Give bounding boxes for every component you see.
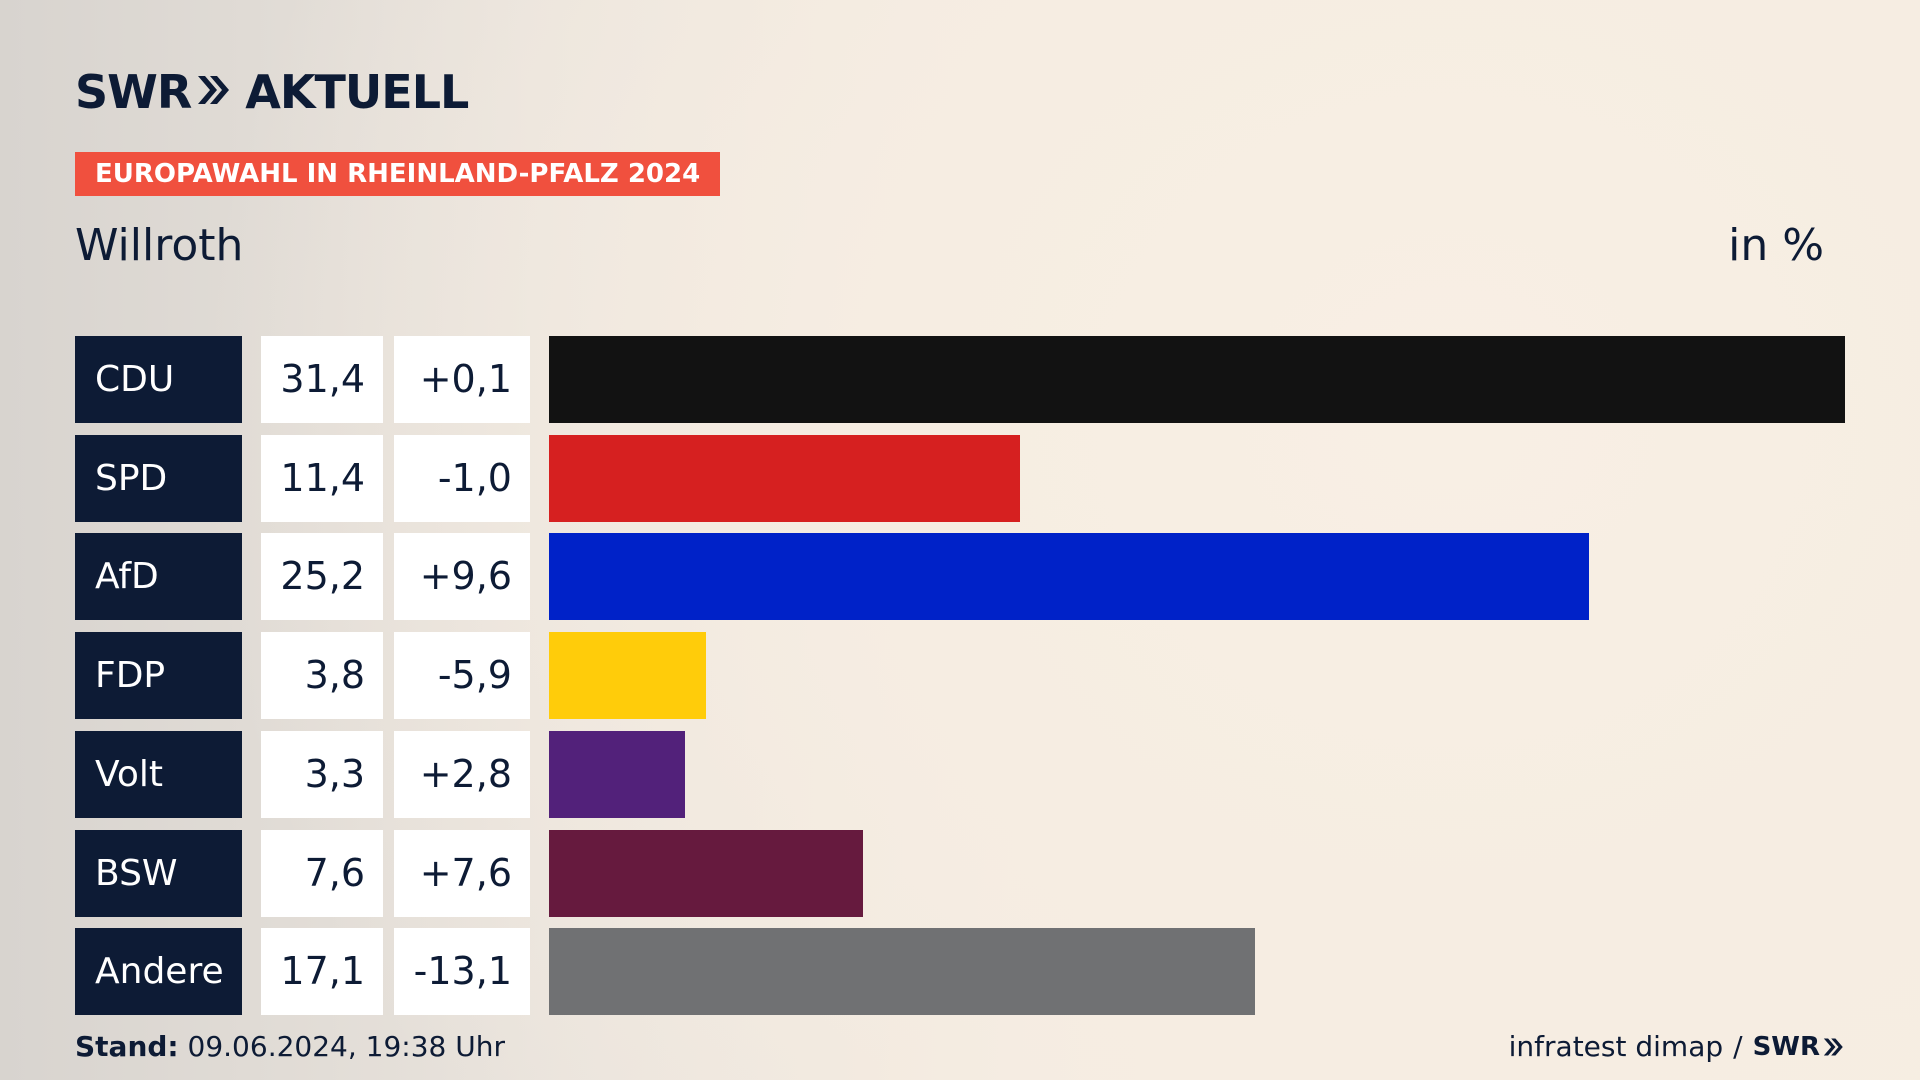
source-brand-text: SWR xyxy=(1752,1031,1820,1062)
source-brand: SWR xyxy=(1753,1032,1844,1062)
result-bar xyxy=(549,730,686,818)
small-double-chevron-icon xyxy=(1823,1037,1843,1056)
party-label: Andere xyxy=(75,928,242,1016)
result-row: CDU 31,4 +0,1 xyxy=(75,336,1845,423)
result-bar xyxy=(549,434,1020,522)
timestamp: Stand: 09.06.2024, 19:38 Uhr xyxy=(75,1030,505,1063)
result-bar xyxy=(549,928,1255,1016)
vote-change-value: -13,1 xyxy=(394,928,530,1016)
result-bar xyxy=(549,336,1845,423)
result-row: AfD 25,2 +9,6 xyxy=(75,533,1845,621)
result-row: Andere 17,1 -13,1 xyxy=(75,928,1845,1016)
result-bar xyxy=(549,533,1590,621)
vote-share-value: 31,4 xyxy=(261,336,383,423)
vote-change-value: -5,9 xyxy=(394,632,530,720)
source-separator: / xyxy=(1733,1030,1743,1063)
results-chart: CDU 31,4 +0,1 SPD 11,4 -1,0 AfD 25,2 +9,6 FDP 3,8-… xyxy=(75,336,1845,1016)
result-row: BSW 7,6 +7,6 xyxy=(75,829,1845,917)
logo-aktuell-text: AKTUELL xyxy=(245,65,469,119)
party-label: Volt xyxy=(75,730,242,818)
result-bar xyxy=(549,829,863,917)
unit-label: in % xyxy=(1728,220,1824,271)
result-bar xyxy=(549,632,706,720)
logo-swr-text: SWR xyxy=(75,65,192,119)
place-title: Willroth xyxy=(75,220,244,271)
result-row: Volt 3,3 +2,8 xyxy=(75,730,1845,818)
source-name: infratest dimap xyxy=(1508,1030,1724,1063)
vote-share-value: 11,4 xyxy=(261,434,383,522)
party-label: SPD xyxy=(75,434,242,522)
swr-aktuell-logo: SWR AKTUELL xyxy=(75,64,469,120)
vote-change-value: +0,1 xyxy=(394,336,530,423)
double-chevron-icon xyxy=(195,65,231,119)
vote-share-value: 17,1 xyxy=(261,928,383,1016)
result-row: SPD 11,4 -1,0 xyxy=(75,434,1845,522)
vote-change-value: +7,6 xyxy=(394,829,530,917)
party-label: AfD xyxy=(75,533,242,621)
stand-label: Stand: xyxy=(75,1030,179,1063)
vote-share-value: 25,2 xyxy=(261,533,383,621)
election-tag: EUROPAWAHL IN RHEINLAND-PFALZ 2024 xyxy=(75,152,721,196)
vote-change-value: -1,0 xyxy=(394,434,530,522)
vote-change-value: +9,6 xyxy=(394,533,530,621)
party-label: CDU xyxy=(75,336,242,423)
vote-share-value: 3,3 xyxy=(261,730,383,818)
party-label: BSW xyxy=(75,829,242,917)
result-row: FDP 3,8 -5,9 xyxy=(75,632,1845,720)
vote-share-value: 7,6 xyxy=(261,829,383,917)
stand-value: 09.06.2024, 19:38 Uhr xyxy=(187,1030,505,1063)
vote-share-value: 3,8 xyxy=(261,632,383,720)
source-credit: infratest dimap / SWR xyxy=(1509,1030,1844,1063)
vote-change-value: +2,8 xyxy=(394,730,530,818)
party-label: FDP xyxy=(75,632,242,720)
